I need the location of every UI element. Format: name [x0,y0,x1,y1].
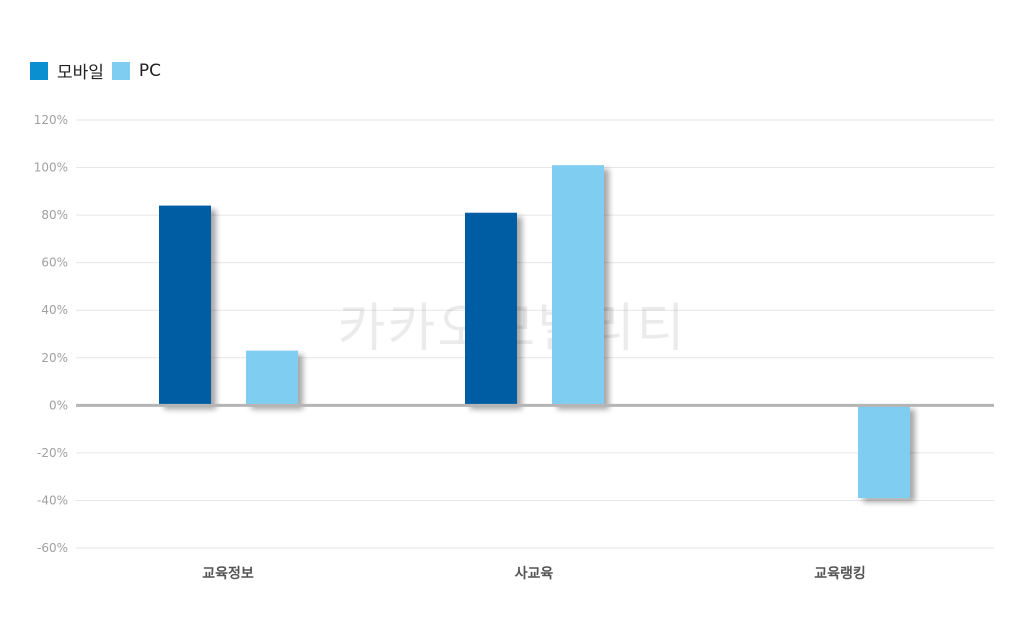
bar-pc-1[interactable] [552,165,604,406]
y-tick-label: 0% [49,398,68,412]
legend-swatch-pc [111,61,130,80]
x-tick-label: 교육랭킹 [814,565,866,582]
legend-item-mobile[interactable]: 모바일 [30,58,104,83]
x-tick-label: 교육정보 [202,565,254,582]
y-tick-label: -60% [37,541,68,555]
legend-label-pc: PC [138,60,162,81]
legend: 모바일 PC [30,58,169,83]
bar-pc-2[interactable] [858,405,910,499]
y-tick-label: 60% [41,256,68,270]
bar-mobile-0[interactable] [159,205,211,406]
legend-item-pc[interactable]: PC [111,60,162,81]
legend-label-mobile: 모바일 [57,63,104,83]
y-tick-label: -40% [37,493,68,507]
legend-swatch-mobile [30,61,48,80]
y-tick-label: 120% [34,113,68,127]
bar-mobile-1[interactable] [465,212,517,406]
y-tick-label: 80% [41,208,68,222]
y-tick-label: 20% [41,351,68,365]
gridlines [76,119,994,549]
x-tick-label: 사교육 [515,566,554,582]
y-tick-label: 40% [41,303,68,317]
bar-pc-0[interactable] [246,350,298,406]
y-tick-label: -20% [37,446,68,460]
bars [159,165,910,499]
y-tick-label: 100% [34,161,68,175]
x-axis-labels: 교육정보 사교육 교육랭킹 [202,565,866,582]
y-axis-ticks: 120% 100% 80% 60% 40% 20% 0% -20% -40% -60% [34,113,68,555]
